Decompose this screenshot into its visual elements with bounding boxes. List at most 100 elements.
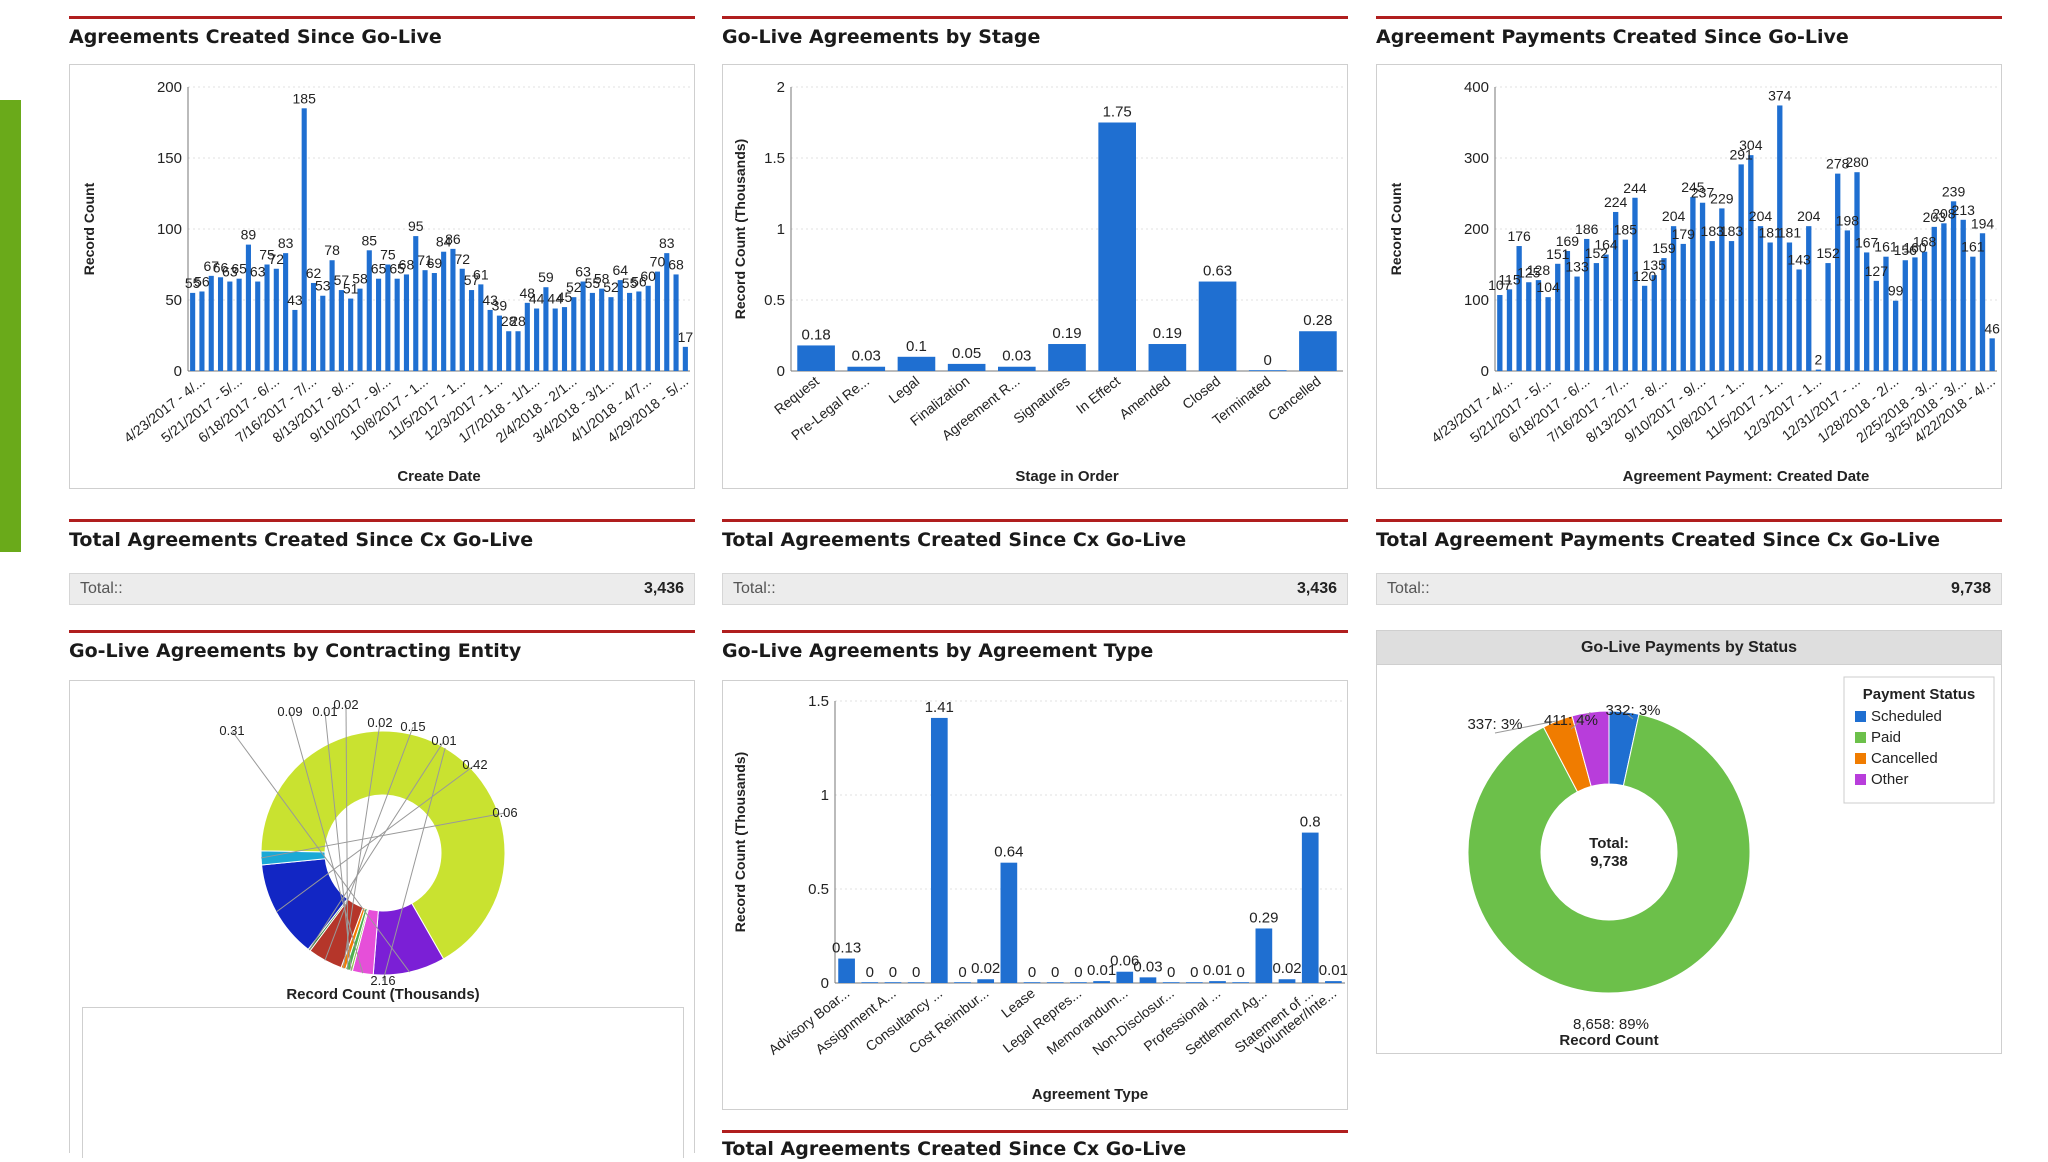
bar-chart-by-type: 00.511.50.130 0 01.410 0.020.640 0 0 0.010.060…	[732, 693, 1347, 1103]
donut-chart-by-entity: 2.160.310.09 0.010.020.02 0.150.010.420.06…	[219, 697, 517, 1003]
y-tick-label: 0	[777, 363, 785, 380]
data-label: 1.75	[1103, 104, 1132, 121]
bar	[1325, 981, 1342, 983]
data-label: 186	[1575, 221, 1599, 237]
x-tick-label: Non-Disclosur...	[1089, 985, 1177, 1058]
leader-line	[308, 740, 445, 951]
bar	[487, 309, 493, 371]
bar	[1070, 982, 1087, 983]
data-label: 0	[1264, 352, 1272, 369]
bar	[236, 278, 242, 371]
data-label: 0.64	[994, 844, 1023, 861]
bar	[1526, 282, 1532, 371]
bar	[1854, 172, 1860, 371]
data-label: 68	[399, 256, 415, 272]
panel-by-entity: Go-Live Agreements by Contracting Entity…	[69, 630, 695, 1158]
bar	[376, 278, 382, 371]
data-label: 72	[269, 251, 285, 267]
slice-label: 0.02	[367, 715, 392, 730]
chart-payments-created: 0 100 200 300 400 107 115 176 125 128 104 151 169 133…	[1376, 64, 2002, 489]
y-tick-label: 400	[1464, 79, 1489, 96]
bar	[338, 290, 344, 371]
data-label: 56	[194, 273, 210, 289]
bar	[884, 982, 902, 983]
data-label: 151	[1546, 246, 1570, 262]
data-label: 176	[1507, 228, 1531, 244]
panel-by-stage: Go-Live Agreements by Stage 0 0.5 1 1.5 2 0.1…	[722, 16, 1348, 491]
x-axis-title: Agreement Payment: Created Date	[1623, 468, 1870, 485]
bar	[1748, 155, 1754, 371]
data-label: 152	[1585, 245, 1609, 261]
bar	[571, 297, 577, 371]
bar	[1603, 254, 1609, 371]
bar	[1902, 260, 1908, 371]
data-label: 181	[1778, 224, 1802, 240]
y-axis-title: Record Count	[81, 182, 97, 275]
chart-by-stage: 0 0.5 1 1.5 2 0.18 0.03 0.1 0.05 0.03 0.19 1.75 0.19…	[722, 64, 1348, 489]
bar	[627, 292, 633, 371]
data-label: 183	[1701, 223, 1725, 239]
data-label: 61	[473, 266, 489, 282]
leader-line	[324, 711, 352, 971]
data-label: 28	[510, 313, 526, 329]
panel-title: Agreement Payments Created Since Go-Live	[1376, 26, 1849, 48]
y-tick-label: 0	[1481, 363, 1489, 380]
data-label: 0.8	[1300, 814, 1321, 831]
x-tick-label: Advisory Boar...	[765, 985, 852, 1058]
data-label: 244	[1623, 180, 1647, 196]
bar	[348, 298, 354, 371]
bar	[1651, 275, 1657, 371]
bar	[1209, 981, 1226, 983]
bar	[413, 236, 419, 371]
data-label: 75	[380, 247, 396, 263]
data-label: 183	[1720, 223, 1744, 239]
bar	[208, 275, 214, 371]
bar	[861, 982, 879, 983]
panel-title: Go-Live Payments by Status	[1376, 630, 2002, 666]
bar	[617, 280, 623, 371]
bar	[366, 250, 372, 371]
data-label: 51	[343, 281, 359, 297]
slice-label: 0.15	[400, 719, 425, 734]
data-label: 63	[575, 264, 591, 280]
axis-title: Record Count (Thousands)	[286, 986, 479, 1003]
y-tick-label: 0.5	[764, 292, 785, 309]
data-label: 0.01	[1087, 962, 1116, 979]
bar	[431, 273, 437, 371]
bar	[227, 281, 233, 371]
bar	[1593, 263, 1600, 371]
data-label: 204	[1797, 208, 1821, 224]
data-label: 0	[912, 964, 920, 981]
x-tick-label: Cost Reimbur...	[906, 985, 992, 1057]
data-label: 57	[334, 272, 350, 288]
bar	[930, 717, 948, 983]
leader-line	[261, 812, 506, 859]
axis-title: Record Count	[1559, 1032, 1658, 1049]
slice-label: 0.01	[431, 733, 456, 748]
chart-agreements-created: 0 50 100 150 200 55 56 67 66 63 65 89 63 75 72 83 43 185 6…	[69, 64, 695, 489]
y-tick-label: 50	[165, 292, 182, 309]
bar	[1641, 285, 1648, 371]
bar	[1699, 202, 1706, 371]
bar	[1719, 208, 1725, 371]
data-label: 55	[185, 275, 201, 291]
slice-label: 0.06	[492, 805, 517, 820]
bar	[1825, 263, 1831, 371]
data-label: 55	[585, 275, 601, 291]
panel-total-agreements-1: Total Agreements Created Since Cx Go-Liv…	[69, 519, 695, 605]
data-label: 63	[250, 264, 266, 280]
data-label: 65	[371, 261, 387, 277]
bar	[1048, 344, 1086, 371]
data-label: 58	[594, 271, 610, 287]
bar	[283, 253, 289, 371]
bar	[1728, 241, 1735, 371]
data-label: 55	[622, 275, 638, 291]
legend-swatch	[1855, 774, 1866, 785]
data-label: 107	[1488, 277, 1512, 293]
data-label: 45	[557, 289, 573, 305]
data-label: 63	[222, 264, 238, 280]
bar	[1278, 979, 1296, 983]
data-label: 0.13	[832, 940, 861, 957]
bar	[1970, 256, 1976, 371]
bar	[1198, 281, 1237, 371]
